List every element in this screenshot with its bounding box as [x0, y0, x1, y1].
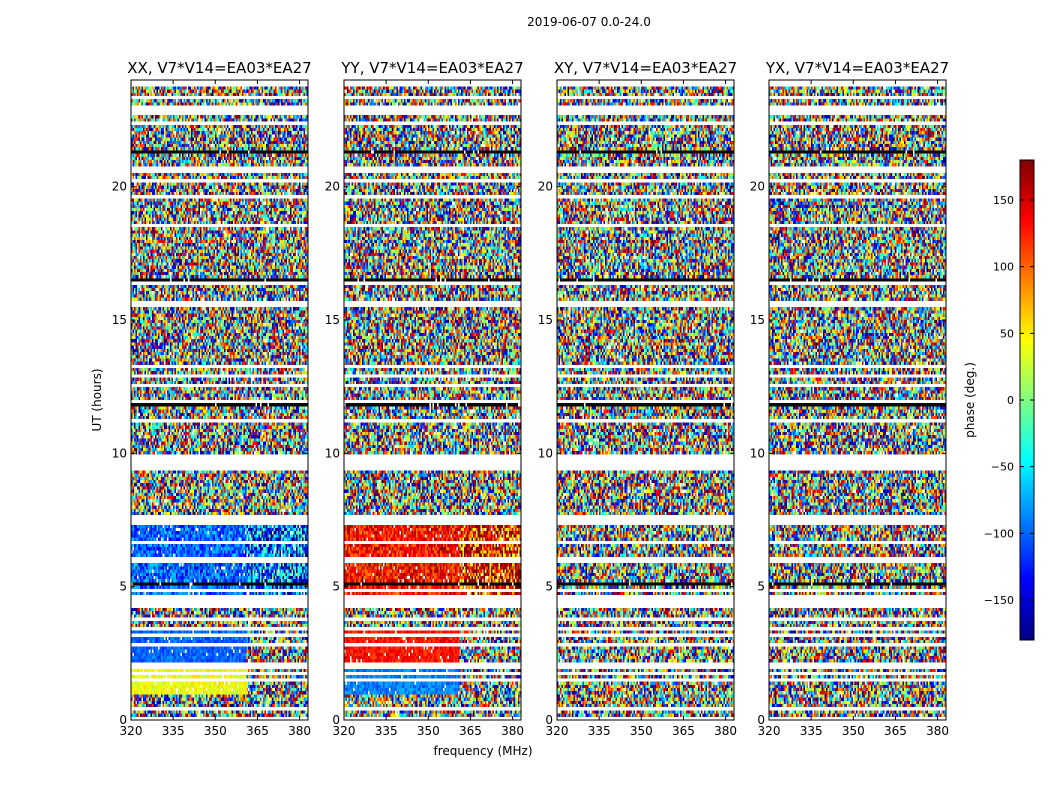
y-axis-label: UT (hours): [90, 368, 104, 431]
x-tick-label: 380: [926, 724, 949, 738]
colorbar-label: phase (deg.): [963, 362, 977, 438]
figure-title: 2019-06-07 0.0-24.0: [527, 15, 651, 29]
panel-yy: YY, V7*V14=EA03*EA27 320 335 350 365 380 0 5 10 1…: [325, 59, 524, 738]
y-tick-label: 10: [325, 446, 340, 460]
panel-title: YX, V7*V14=EA03*EA27: [765, 59, 949, 77]
panels: XX, V7*V14=EA03*EA27 320 335 350 365 380 0 5 10 1…: [112, 59, 949, 738]
y-tick-label: 0: [119, 713, 127, 727]
y-tick-label: 20: [538, 180, 553, 194]
heatmap-image: [557, 80, 734, 720]
x-tick-label: 365: [672, 724, 695, 738]
y-tick-label: 5: [545, 580, 553, 594]
x-tick-label: 320: [333, 724, 356, 738]
panel-xx: XX, V7*V14=EA03*EA27 320 335 350 365 380 0 5 10 1…: [112, 59, 312, 738]
x-tick-label: 350: [842, 724, 865, 738]
axes-frame: [130, 79, 309, 721]
x-axis-label: frequency (MHz): [433, 744, 532, 758]
x-tick-label: 365: [459, 724, 482, 738]
axes-frame: [556, 79, 735, 721]
colorbar-tick-label: 100: [993, 261, 1014, 274]
y-tick-label: 20: [750, 180, 765, 194]
heatmap-image: [344, 80, 521, 720]
y-tick-label: 10: [538, 446, 553, 460]
x-tick-label: 350: [630, 724, 653, 738]
y-tick-label: 0: [757, 713, 765, 727]
y-tick-label: 5: [119, 580, 127, 594]
panel-title: YY, V7*V14=EA03*EA27: [340, 59, 523, 77]
colorbar-tick-label: −150: [984, 594, 1014, 607]
y-tick-label: 15: [112, 313, 127, 327]
panel-xy: XY, V7*V14=EA03*EA27 320 335 350 365 380 0 5 10 1…: [538, 59, 737, 738]
axes-frame: [768, 79, 947, 721]
x-tick-label: 350: [417, 724, 440, 738]
x-tick-label: 380: [714, 724, 737, 738]
y-tick-label: 10: [112, 446, 127, 460]
x-tick-label: 380: [288, 724, 311, 738]
colorbar-tick-label: 0: [1007, 394, 1014, 407]
heatmap-image: [131, 80, 308, 720]
x-tick-label: 320: [758, 724, 781, 738]
x-tick-label: 365: [884, 724, 907, 738]
axes-frame: [343, 79, 522, 721]
x-tick-label: 350: [204, 724, 227, 738]
y-tick-label: 0: [332, 713, 340, 727]
colorbar-tick-label: −50: [991, 461, 1014, 474]
panel-title: XY, V7*V14=EA03*EA27: [554, 59, 737, 77]
y-tick-label: 15: [538, 313, 553, 327]
x-tick-label: 365: [246, 724, 269, 738]
colorbar: 150 100 50 0 −50 −100 −150: [984, 159, 1035, 641]
x-tick-label: 335: [800, 724, 823, 738]
y-tick-label: 5: [332, 580, 340, 594]
y-tick-label: 15: [750, 313, 765, 327]
colorbar-tick-label: −100: [984, 527, 1014, 540]
x-tick-label: 380: [501, 724, 524, 738]
colorbar-tick-label: 50: [1000, 327, 1014, 340]
x-tick-label: 320: [120, 724, 143, 738]
x-tick-label: 335: [588, 724, 611, 738]
colorbar-tick-label: 150: [993, 194, 1014, 207]
y-tick-label: 15: [325, 313, 340, 327]
y-tick-label: 20: [325, 180, 340, 194]
panel-title: XX, V7*V14=EA03*EA27: [127, 59, 311, 77]
y-tick-label: 0: [545, 713, 553, 727]
y-tick-label: 10: [750, 446, 765, 460]
x-tick-label: 320: [546, 724, 569, 738]
x-tick-label: 335: [162, 724, 185, 738]
x-tick-label: 335: [375, 724, 398, 738]
y-tick-label: 20: [112, 180, 127, 194]
panel-yx: YX, V7*V14=EA03*EA27 320 335 350 365 380 0 5 10 1…: [750, 59, 949, 738]
y-tick-label: 5: [757, 580, 765, 594]
heatmap-image: [769, 80, 946, 720]
